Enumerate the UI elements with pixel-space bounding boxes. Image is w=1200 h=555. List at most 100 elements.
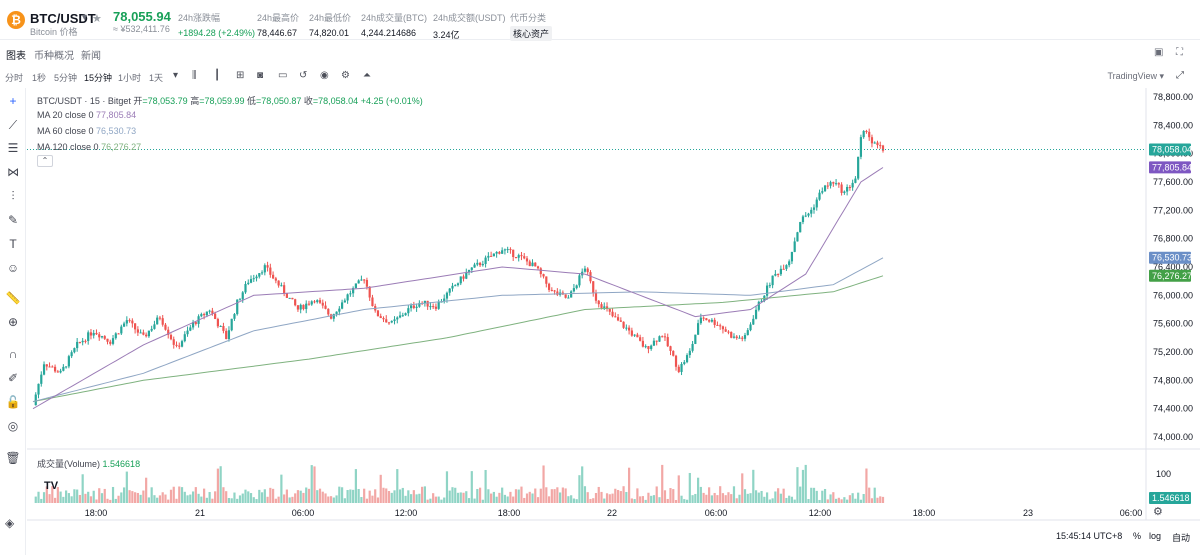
candle-body (183, 334, 186, 342)
tab-chart[interactable]: 图表 (6, 51, 26, 62)
candle-body (222, 326, 225, 331)
layers-icon[interactable]: ◈ (5, 516, 15, 530)
interval-tick[interactable]: 分时 (5, 73, 24, 83)
interval-15m[interactable]: 15分钟 (84, 73, 113, 83)
category-badge[interactable]: 核心资产 (510, 26, 553, 41)
candle-body (672, 350, 675, 356)
log-toggle[interactable]: log (1149, 531, 1162, 541)
ruler-icon[interactable]: 📏 (5, 291, 21, 305)
candle-body (525, 258, 529, 262)
candles-icon[interactable]: ┃ (214, 70, 221, 81)
volume-bar (713, 492, 716, 503)
favorite-star-icon[interactable]: ★ (92, 13, 102, 25)
alert-icon[interactable]: ⏶ (363, 70, 371, 81)
symbol-name[interactable]: BTC/USDT (30, 11, 96, 26)
candle-body (730, 332, 733, 338)
pencil-lock-icon[interactable]: ✐ (7, 371, 19, 385)
candle-body (354, 283, 357, 289)
candle-body (404, 313, 407, 316)
expand-icon[interactable]: ⤢ (1176, 70, 1184, 81)
percent-toggle[interactable]: % (1133, 531, 1142, 541)
candle-body (73, 348, 76, 353)
candle-body (614, 316, 617, 318)
tab-news[interactable]: 新闻 (81, 51, 101, 62)
low-value: =78,050.87 (256, 96, 302, 106)
volume-bar (194, 487, 197, 503)
indicators-icon[interactable]: ⊞ (236, 70, 245, 81)
candle-body (310, 301, 313, 305)
camera-icon[interactable]: ◙ (257, 70, 264, 81)
tab-overview[interactable]: 币种概况 (34, 51, 74, 62)
volume-bar (611, 493, 614, 503)
ma20-label: MA 20 close 0 (37, 110, 94, 120)
hline-icon[interactable]: ☰ (7, 141, 19, 155)
volume-bar (172, 486, 175, 503)
volume-bar (484, 469, 487, 503)
volume-bar (59, 491, 62, 503)
volume-bar (67, 493, 70, 503)
pattern-icon[interactable]: ⋈ (7, 165, 19, 179)
candle-body (283, 285, 286, 294)
trend-line-icon[interactable]: ⟋ (8, 118, 18, 132)
interval-1d[interactable]: 1天 (149, 73, 164, 83)
volume-bar (683, 499, 686, 503)
clock[interactable]: 15:45:14 UTC+8 (1056, 531, 1123, 541)
volume-legend[interactable]: 成交量(Volume) 1.546618 (37, 457, 140, 470)
candle-body (851, 182, 854, 188)
undo-icon[interactable]: ↺ (299, 70, 308, 81)
volume-bar (603, 498, 606, 503)
trash-icon[interactable]: 🗑 (5, 451, 21, 465)
candle-body (415, 306, 418, 308)
brush-icon[interactable]: ✎ (7, 213, 19, 227)
collapse-legend-button[interactable]: ⌃ (37, 155, 53, 167)
candle-body (440, 301, 443, 303)
ma20-legend[interactable]: MA 20 close 0 77,805.84 (37, 110, 136, 120)
volume-bar (387, 491, 391, 503)
volume-bar (382, 487, 385, 503)
ma120-legend[interactable]: MA 120 close 0 76,276.27 (37, 142, 141, 152)
fib-icon[interactable]: ⫶ (11, 189, 15, 203)
candle-body (205, 311, 208, 316)
volume-bar (145, 477, 148, 503)
candle-body (859, 137, 863, 157)
candle-body (674, 355, 678, 367)
text-icon[interactable]: T (9, 237, 17, 251)
fullscreen-icon[interactable]: ⛶ (1176, 47, 1183, 58)
drawing-toolbar: + ⟋ ☰ ⋈ ⫶ ✎ T ☺ 📏 ⊕ ∩ ✐ 🔓 ◎ 🗑 (0, 88, 26, 555)
interval-5m[interactable]: 5分钟 (54, 73, 78, 83)
auto-toggle[interactable]: 自动 (1172, 533, 1191, 543)
candle-body (647, 346, 650, 350)
volume-bar (285, 489, 288, 503)
volume-bar (506, 496, 509, 503)
magnet-icon[interactable]: ∩ (8, 347, 18, 361)
interval-1h[interactable]: 1小时 (118, 73, 142, 83)
candle-body (694, 334, 697, 344)
ma60-legend[interactable]: MA 60 close 0 76,530.73 (37, 126, 136, 136)
candle-body (327, 308, 330, 315)
volume-bar (550, 489, 553, 503)
gear-icon[interactable]: ⚙ (341, 70, 350, 81)
candle-body (492, 253, 495, 257)
caret-down-icon[interactable]: ▾ (173, 70, 179, 81)
tradingview-menu[interactable]: TradingView ▾ (1107, 71, 1164, 81)
candle-body (393, 319, 396, 321)
candle-body (158, 317, 162, 319)
eye-icon[interactable]: ◎ (7, 419, 19, 433)
volume-bar (81, 474, 84, 503)
bars-icon[interactable]: ⫼ (192, 70, 197, 81)
crosshair-icon[interactable]: + (9, 94, 17, 108)
candle-body (156, 317, 159, 325)
scale-settings-icon[interactable]: ⚙ (1153, 506, 1163, 518)
layout-icon[interactable]: ▭ (278, 70, 288, 81)
save-icon[interactable]: ▣ (1154, 47, 1164, 58)
circle-icon[interactable]: ◉ (320, 70, 329, 81)
candle-body (432, 306, 435, 308)
zoom-icon[interactable]: ⊕ (7, 315, 19, 329)
candle-body (122, 323, 126, 327)
volume-bar (641, 496, 645, 503)
symbol-dropdown-icon[interactable]: ▼ (80, 12, 89, 22)
interval-1s[interactable]: 1秒 (32, 73, 47, 83)
lock-icon[interactable]: 🔓 (5, 395, 21, 409)
emoji-icon[interactable]: ☺ (6, 261, 20, 275)
